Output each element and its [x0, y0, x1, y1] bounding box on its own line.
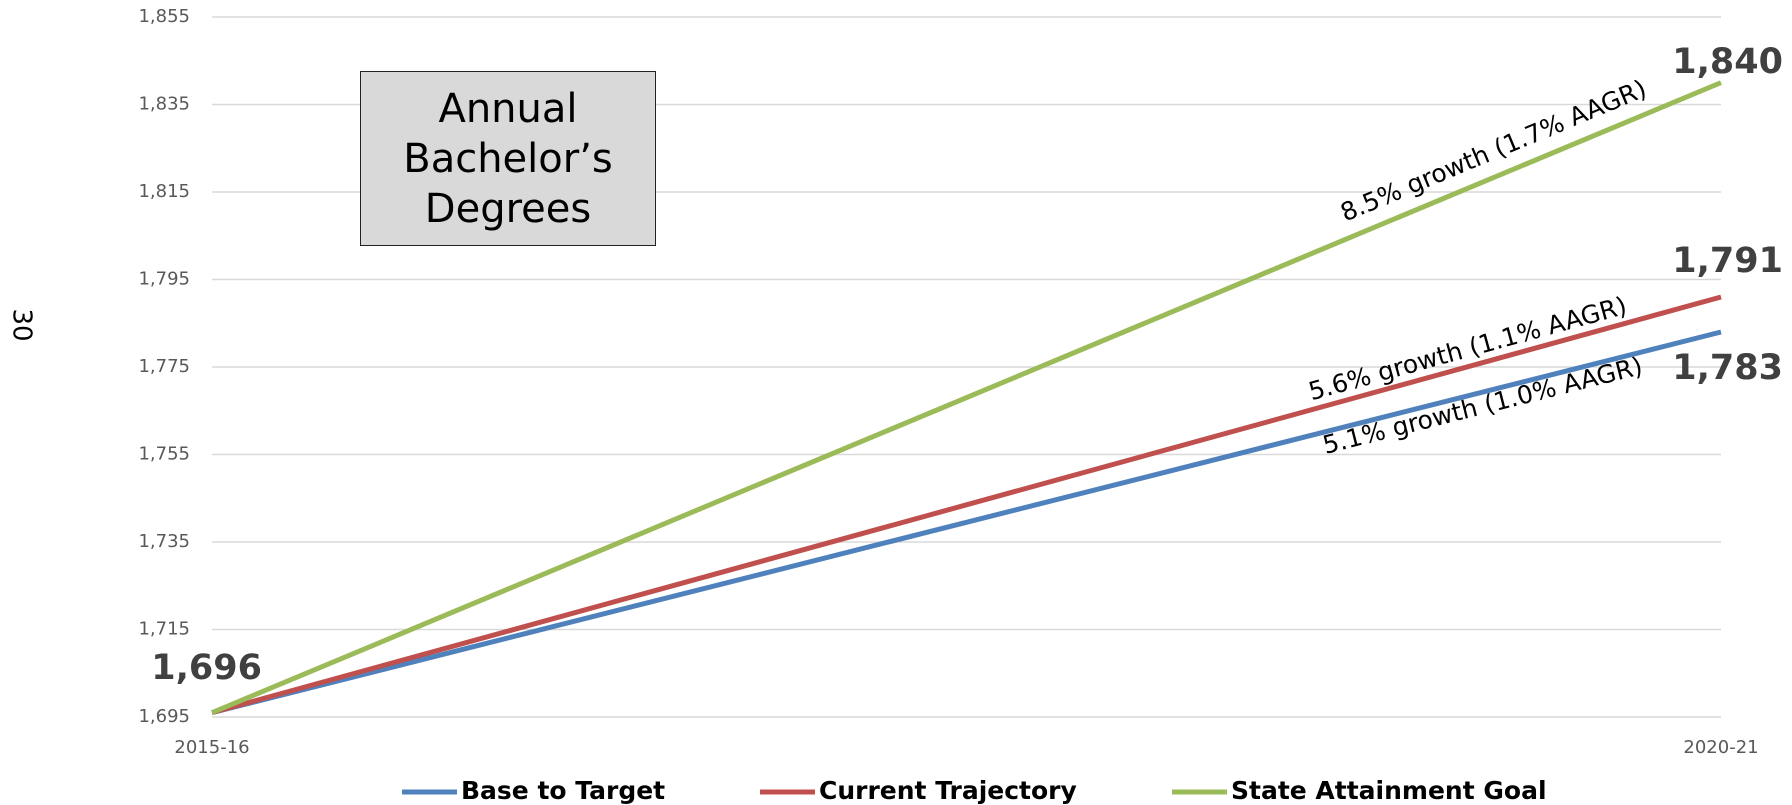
y-tick-label: 1,695 — [138, 706, 190, 727]
y-tick-label: 1,835 — [138, 94, 190, 115]
series-line — [211, 329, 1722, 716]
x-tick-label: 2015-16 — [174, 737, 249, 758]
legend-label: Base to Target — [461, 776, 665, 805]
y-tick-label: 1,735 — [138, 531, 190, 552]
legend-label: Current Trajectory — [819, 776, 1077, 805]
y-tick-label: 1,855 — [138, 6, 190, 27]
x-tick-label: 2020-21 — [1683, 737, 1758, 758]
y-tick-label: 1,815 — [138, 181, 190, 202]
data-label: 1,791 — [1672, 241, 1783, 281]
page-number: 30 — [7, 308, 37, 341]
y-tick-label: 1,775 — [138, 356, 190, 377]
data-label: 1,783 — [1672, 348, 1783, 388]
chart-title: Annual Bachelor’s Degrees — [360, 71, 656, 246]
series-line — [211, 80, 1722, 715]
y-tick-label: 1,795 — [138, 269, 190, 290]
data-label: 1,840 — [1672, 42, 1783, 82]
line-annotation: 8.5% growth (1.7% AAGR) — [1336, 74, 1650, 227]
data-label: 1,696 — [151, 648, 262, 688]
legend-label: State Attainment Goal — [1231, 776, 1547, 805]
y-tick-label: 1,755 — [138, 444, 190, 465]
series-line — [211, 294, 1722, 716]
y-tick-label: 1,715 — [138, 619, 190, 640]
